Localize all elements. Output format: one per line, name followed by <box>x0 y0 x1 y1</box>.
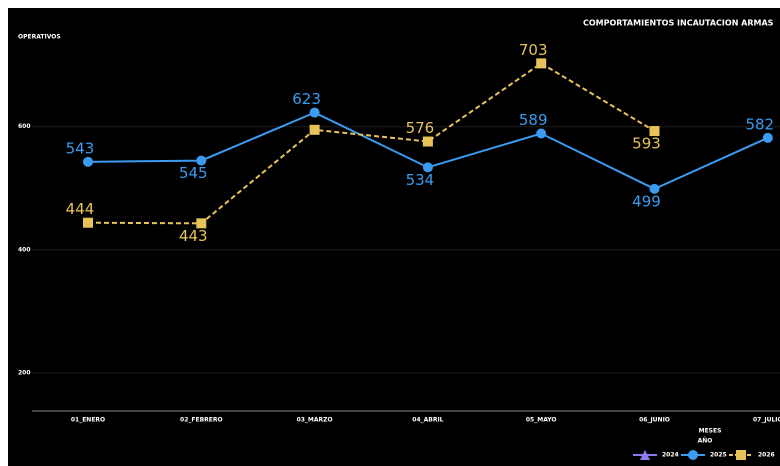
data-label: 499 <box>632 192 661 210</box>
legend-marker <box>688 450 698 460</box>
x-tick-label: 02_FEBRERO <box>180 417 223 424</box>
chart-title: COMPORTAMIENTOS INCAUTACION ARMAS <box>583 19 774 28</box>
y-axis-title: OPERATIVOS <box>18 34 61 41</box>
plot-background <box>8 8 780 466</box>
legend-label: 2025 <box>710 452 727 459</box>
y-tick-label: 200 <box>18 369 31 376</box>
point <box>649 183 660 194</box>
data-label: 593 <box>632 135 661 153</box>
point <box>83 156 93 167</box>
data-label: 703 <box>519 41 548 59</box>
x-tick-label: 04_ABRIL <box>412 417 443 424</box>
data-label: 589 <box>519 111 548 129</box>
legend-marker <box>736 450 746 460</box>
point <box>649 126 660 137</box>
data-label: 444 <box>66 200 95 218</box>
data-label: 443 <box>179 227 208 245</box>
x-tick-label: 06_JUNIO <box>639 417 670 424</box>
point <box>196 218 207 229</box>
y-tick-label: 600 <box>18 123 31 130</box>
legend-marker <box>640 450 650 460</box>
point <box>422 136 433 147</box>
point <box>196 155 207 166</box>
point <box>309 107 320 118</box>
point <box>83 217 93 228</box>
x-axis-title: MESES <box>699 428 722 435</box>
data-label: 623 <box>292 90 321 108</box>
data-label: 545 <box>179 164 208 182</box>
point <box>309 124 320 135</box>
x-tick-label: 07_JULIO <box>753 417 780 424</box>
data-label: 576 <box>406 119 435 137</box>
point <box>536 128 547 139</box>
data-label: 582 <box>745 115 774 133</box>
x-tick-label: 03_MARZO <box>297 417 333 424</box>
y-tick-label: 400 <box>18 246 31 253</box>
legend-title: AÑO <box>698 438 713 445</box>
x-tick-label: 01_ENERO <box>71 417 105 424</box>
legend-label: 2024 <box>662 452 679 459</box>
point <box>536 58 547 69</box>
data-label: 534 <box>406 171 435 189</box>
point <box>422 162 433 173</box>
x-tick-label: 05_MAYO <box>526 417 557 424</box>
point <box>762 132 773 143</box>
data-label: 543 <box>66 139 95 157</box>
chart-area: COMPORTAMIENTOS INCAUTACION ARMAS OPERAT… <box>18 19 780 460</box>
legend-label: 2026 <box>758 452 775 459</box>
